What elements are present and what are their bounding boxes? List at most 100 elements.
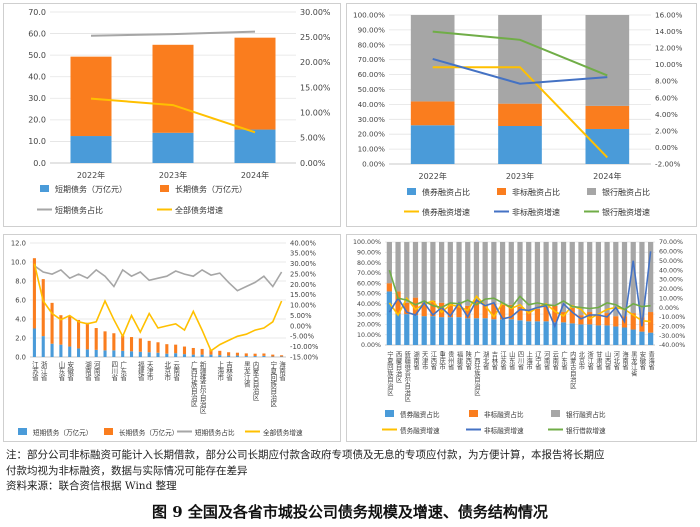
bar-非标融资占比 [508, 304, 514, 320]
bar-银行融资占比 [630, 242, 636, 314]
bar-非标融资占比 [404, 302, 410, 315]
x-tick-label: 广西壮族自治区 [473, 350, 480, 396]
y-tick-label-right: 10.00% [300, 108, 331, 117]
y-tick-label-left: 80.00% [357, 260, 381, 267]
x-tick-label: 海南省 [278, 360, 286, 382]
y-tick-label-right: 30.00% [290, 260, 316, 268]
x-tick-label: 上海市 [525, 350, 532, 372]
y-tick-label-left: 6.0 [15, 296, 26, 304]
x-tick-label: 甘肃省 [595, 350, 602, 372]
bar-短期债务（万亿元） [262, 355, 266, 357]
bar-长期债务（万亿元） [70, 56, 112, 137]
x-tick-label: 贵州省 [447, 350, 454, 372]
x-tick-label: 江苏省 [499, 351, 506, 372]
y-tick-label-left: 0.0 [15, 353, 26, 361]
y-tick-label-right: 15.00% [290, 291, 316, 299]
x-tick-label: 上海市 [216, 360, 224, 382]
x-tick-label: 云南省 [551, 351, 558, 372]
y-tick-label-right: 0.00% [655, 143, 678, 152]
bar-债券融资占比 [552, 322, 558, 345]
bar-非标融资占比 [498, 103, 542, 127]
bar-银行融资占比 [404, 242, 410, 303]
legend-swatch [587, 188, 596, 195]
y-tick-label-right: 50.00% [659, 258, 683, 265]
bar-非标融资占比 [604, 313, 610, 326]
legend-label: 全部债务增速 [263, 428, 303, 437]
y-tick-label-right: 5.00% [290, 312, 312, 320]
footnote-line-3: 资料来源：联合资信根据 Wind 整理 [6, 480, 177, 492]
bar-银行融资占比 [447, 242, 453, 304]
legend-label: 非标融资占比 [484, 410, 524, 419]
bar-短期债务（万亿元） [70, 136, 112, 163]
x-tick-label: 云南省 [172, 361, 180, 382]
bar-债券融资占比 [491, 319, 497, 345]
legend-label: 债务融资增速 [400, 426, 440, 435]
bar-债券融资占比 [456, 317, 462, 345]
x-tick-label: 宁夏回族自治区 [386, 350, 393, 396]
y-tick-label-right: 20.00% [290, 281, 316, 289]
bar-长期债务（万亿元） [182, 346, 187, 355]
bar-债券融资占比 [569, 323, 575, 345]
bar-非标融资占比 [386, 283, 392, 292]
y-tick-label-left: 40.00% [358, 100, 386, 109]
bar-短期债务（万亿元） [209, 354, 213, 357]
bar-长期债务（万亿元） [280, 355, 284, 357]
bar-银行融资占比 [648, 242, 654, 313]
legend-label: 债券融资占比 [400, 410, 440, 419]
bar-长期债务（万亿元） [32, 258, 36, 329]
x-tick-label: 河北省 [612, 351, 619, 372]
bar-短期债务（万亿元） [200, 354, 204, 357]
line-全部债务增速 [90, 97, 256, 134]
y-tick-label-right: 30.00% [300, 8, 331, 17]
legend-label: 短期债务占比 [55, 205, 103, 215]
bar-银行融资占比 [560, 242, 567, 313]
bar-短期债务（万亿元） [253, 356, 257, 357]
x-tick-label: 江西省 [429, 351, 436, 372]
x-tick-label: 安徽省 [638, 350, 645, 372]
y-tick-label-right: 60.00% [659, 249, 683, 256]
bar-银行融资占比 [552, 242, 558, 306]
x-tick-label: 吉林省 [225, 361, 233, 382]
y-tick-label-left: 10.00% [357, 332, 381, 339]
y-tick-label-right: 16.00% [655, 11, 683, 20]
y-tick-label-left: 60.00% [357, 280, 381, 287]
bar-长期债务（万亿元） [68, 316, 72, 347]
y-tick-label-right: -20.00% [659, 323, 685, 330]
bar-短期债务（万亿元） [103, 350, 107, 357]
bar-债券融资占比 [498, 126, 542, 164]
bar-长期债务（万亿元） [235, 352, 239, 356]
legend-label: 非标融资增速 [484, 426, 524, 435]
bar-银行融资占比 [587, 242, 593, 313]
y-tick-label-left: 60.00% [358, 70, 386, 79]
bar-非标融资占比 [648, 312, 654, 333]
bar-非标融资占比 [613, 316, 619, 327]
bar-银行融资占比 [543, 242, 549, 307]
chart-panel-province-structure: 0.00% 10.00% 20.00% 30.00% 40.00% 50.00% 60.00… [346, 234, 697, 442]
line-债务融资增速 [388, 294, 651, 323]
legend-swatch [469, 410, 478, 417]
legend-swatch [407, 188, 416, 195]
bar-短期债务（万亿元） [94, 349, 98, 357]
legend-label: 债券融资增速 [422, 207, 470, 217]
legend-swatch [40, 185, 49, 192]
bar-银行融资占比 [639, 242, 645, 318]
bar-非标融资占比 [630, 313, 636, 330]
y-tick-label-right: 15.00% [300, 83, 331, 92]
bar-非标融资占比 [410, 101, 455, 126]
bar-银行融资占比 [456, 242, 462, 303]
legend-label: 债券融资占比 [422, 187, 470, 197]
legend-label: 银行融资占比 [566, 410, 606, 419]
bar-债券融资占比 [430, 316, 436, 345]
bar-长期债务（万亿元） [271, 354, 275, 357]
legend-label: 银行借款增速 [566, 426, 606, 435]
bar-非标融资占比 [569, 307, 575, 324]
line-短期债务占比 [33, 265, 283, 292]
y-tick-label-right: 25.00% [300, 33, 331, 42]
bar-债券融资占比 [410, 125, 455, 164]
bar-银行融资占比 [585, 15, 630, 106]
y-tick-label-left: 90.00% [358, 25, 386, 34]
y-tick-label-left: 10.0 [28, 137, 46, 146]
y-tick-label-right: -10.00% [290, 343, 319, 351]
x-tick-label: 广东省 [119, 360, 127, 382]
